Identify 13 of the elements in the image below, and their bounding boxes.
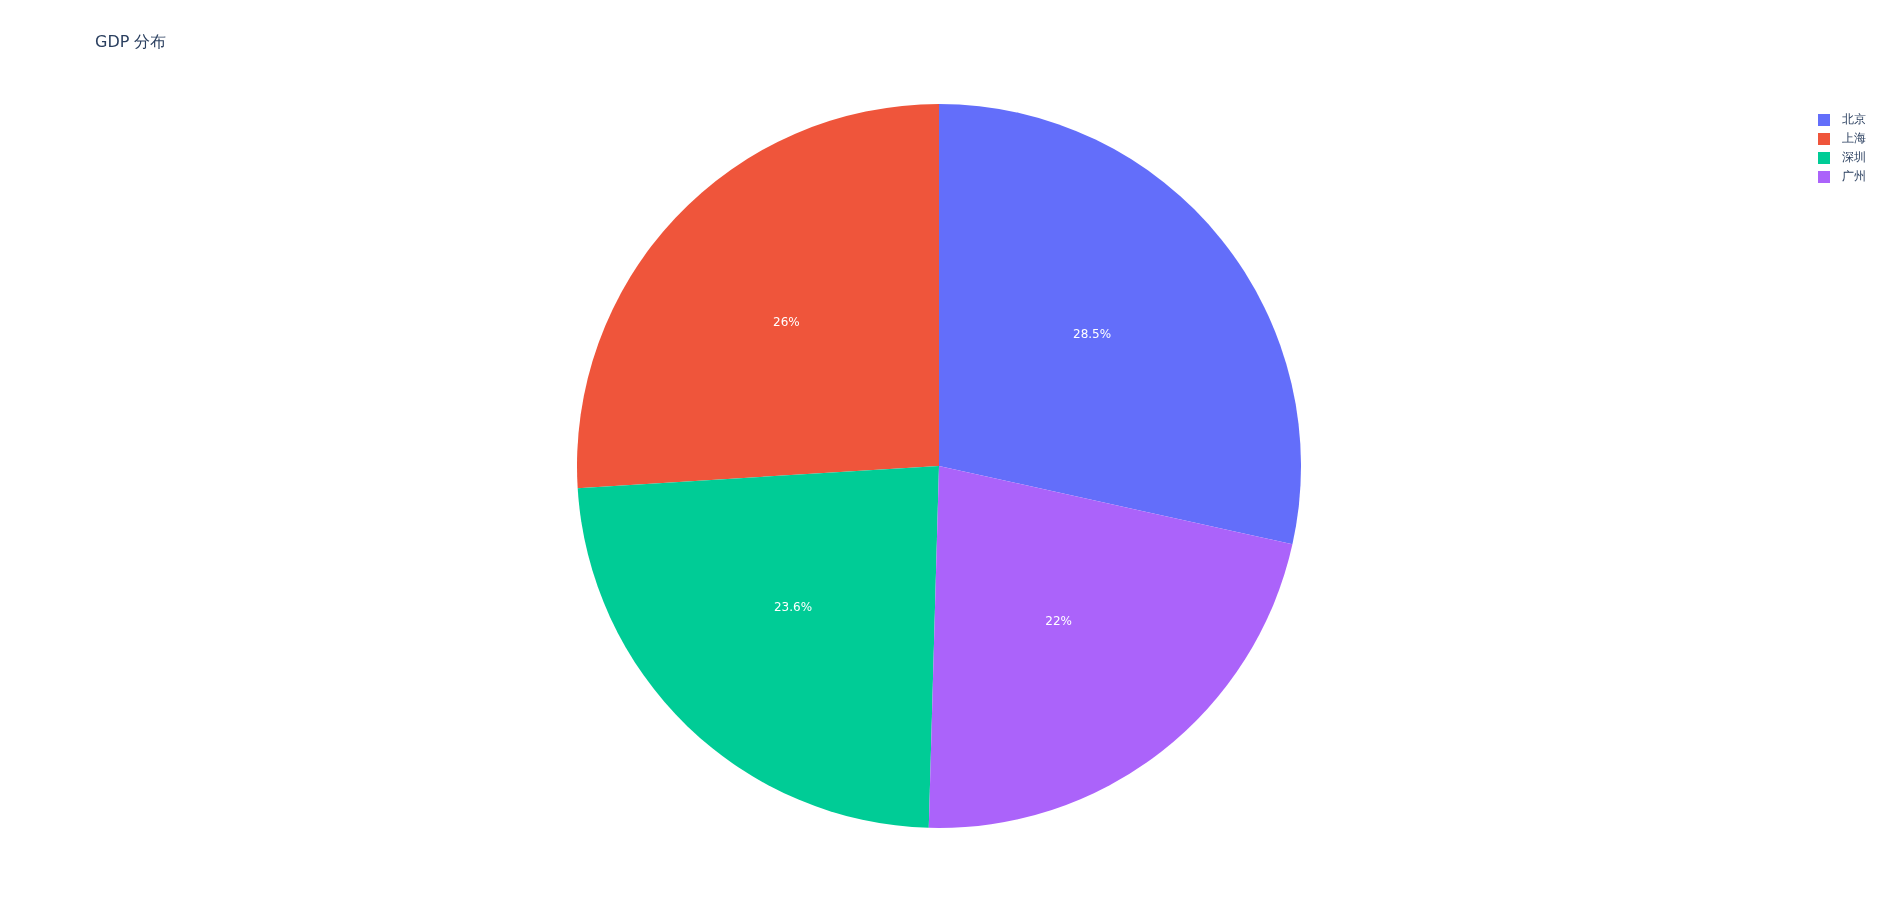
text: GDP 分布: [95, 32, 167, 53]
legend-label: 北京: [1842, 111, 1866, 128]
data-label: 22%: [1045, 613, 1072, 628]
data-label: 28.5%: [1073, 327, 1112, 342]
data-label: 23.6%: [773, 599, 813, 614]
legend-label: 广州: [1842, 168, 1866, 185]
legend-label: 深圳: [1842, 149, 1866, 166]
pie-slice: [939, 104, 1301, 545]
data-label: 26%: [773, 315, 800, 330]
pie-slice: [928, 466, 1293, 828]
legend-label: 上海: [1842, 130, 1866, 147]
pie-slice: [577, 466, 939, 828]
pie-slice: [577, 104, 939, 489]
